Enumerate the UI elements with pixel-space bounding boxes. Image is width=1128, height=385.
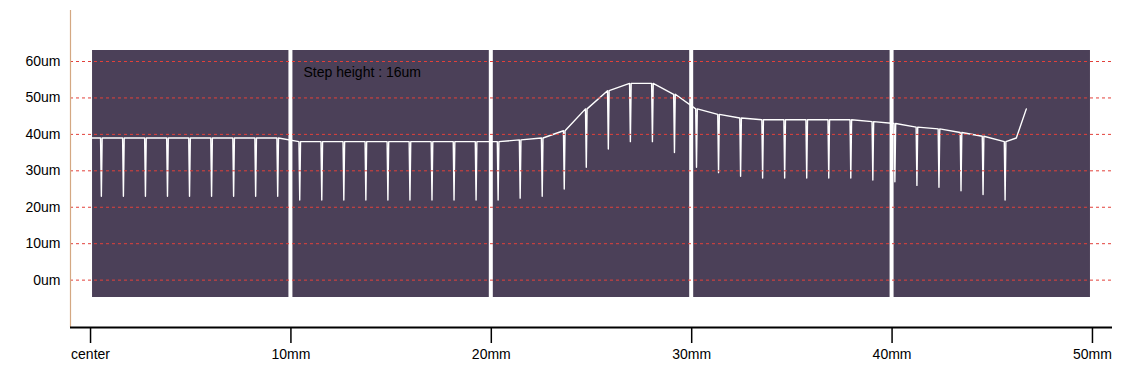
svg-text:10um: 10um xyxy=(25,235,60,251)
svg-text:30mm: 30mm xyxy=(672,346,711,362)
svg-text:center: center xyxy=(71,346,110,362)
svg-text:40mm: 40mm xyxy=(873,346,912,362)
svg-text:Step height : 16um: Step height : 16um xyxy=(304,64,422,80)
svg-text:20um: 20um xyxy=(25,199,60,215)
svg-text:60um: 60um xyxy=(25,53,60,69)
svg-text:20mm: 20mm xyxy=(472,346,511,362)
svg-text:50um: 50um xyxy=(25,89,60,105)
svg-text:50mm: 50mm xyxy=(1073,346,1112,362)
svg-text:40um: 40um xyxy=(25,126,60,142)
svg-text:0um: 0um xyxy=(33,272,60,288)
svg-text:30um: 30um xyxy=(25,162,60,178)
svg-text:10mm: 10mm xyxy=(271,346,310,362)
